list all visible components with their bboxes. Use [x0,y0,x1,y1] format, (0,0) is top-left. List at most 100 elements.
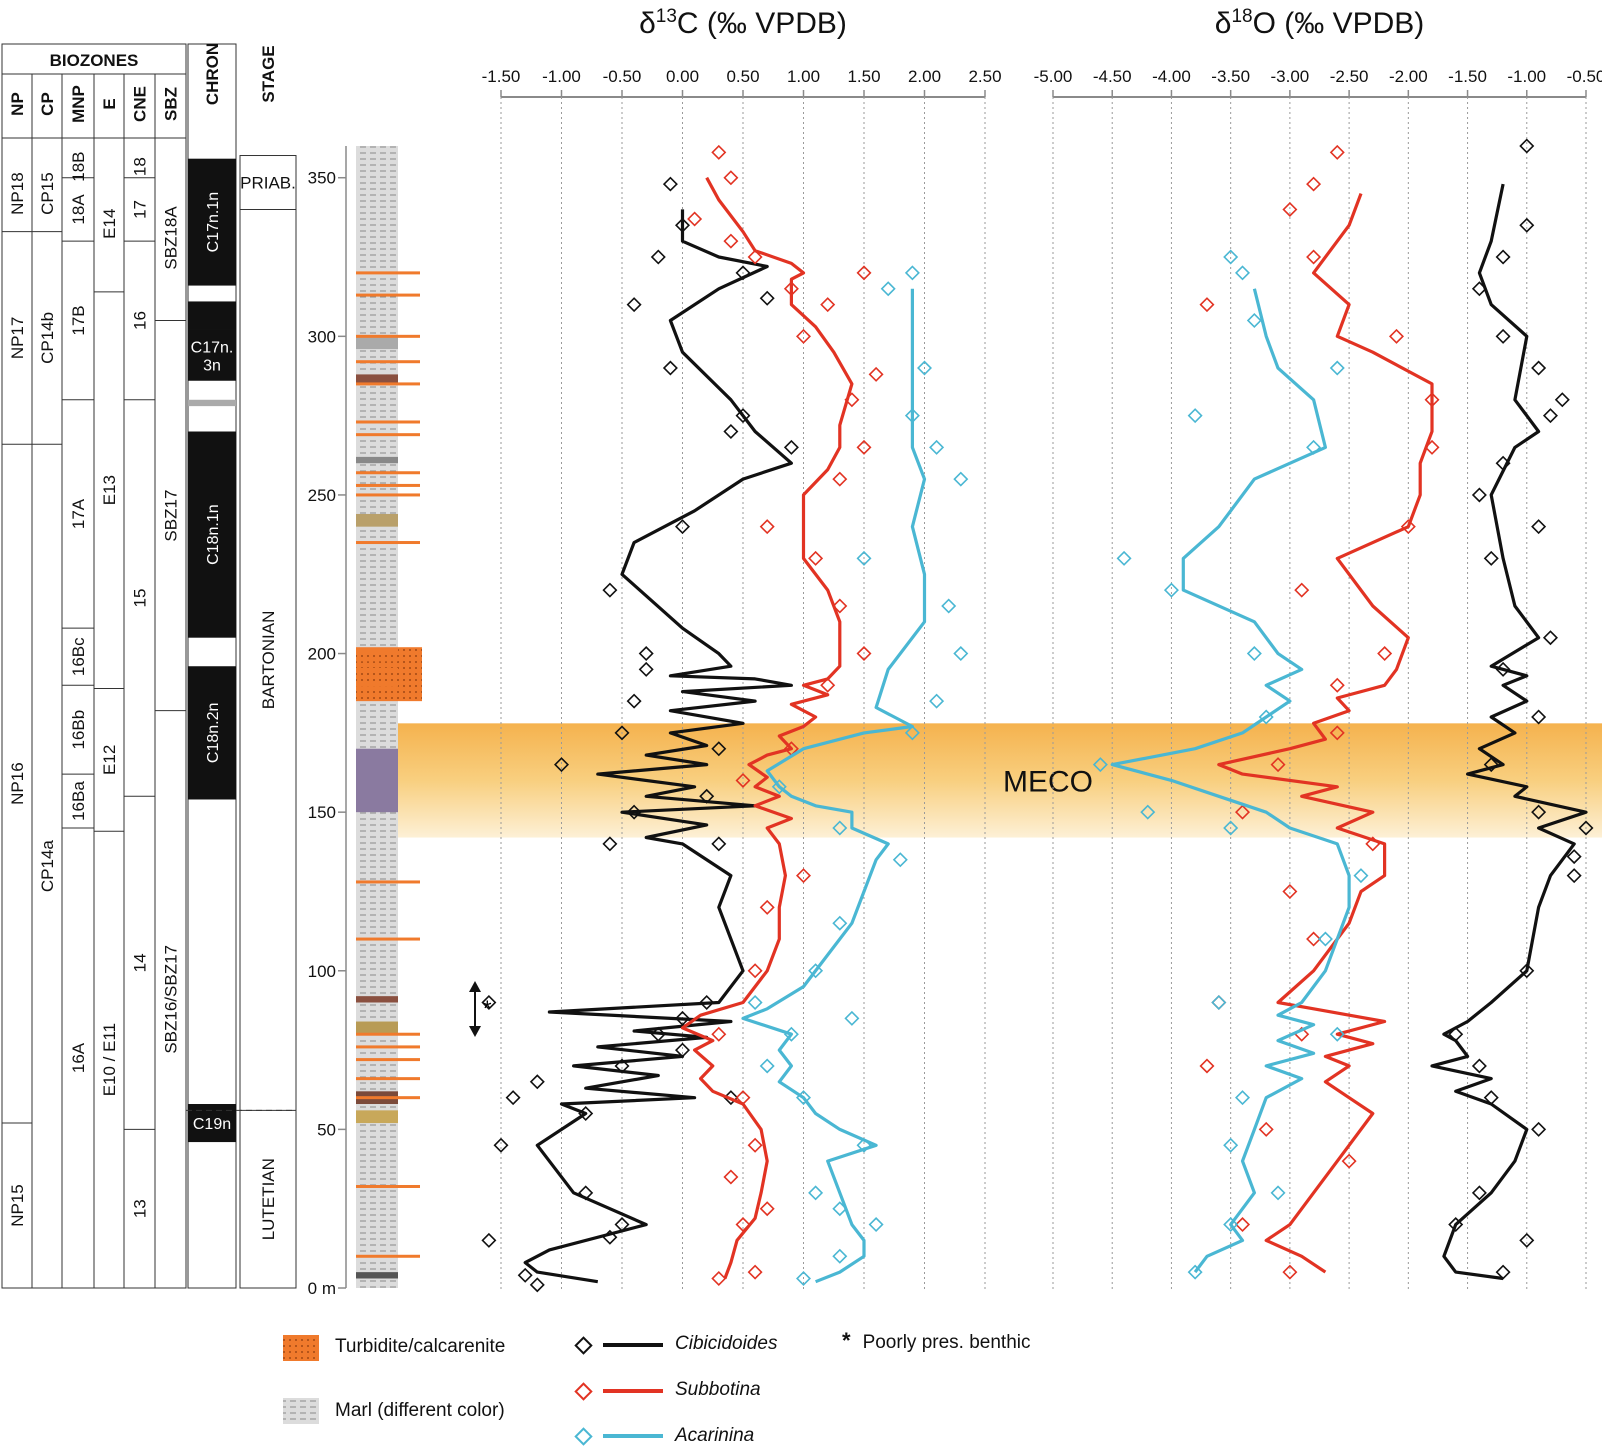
data-point [1140,804,1156,820]
zone-label: 16 [131,311,150,330]
zone-column [1,73,33,1289]
legend-acarinina: Acarinina [675,1425,754,1447]
data-point [1235,1217,1251,1233]
legend-star-symbol: * [842,1328,851,1353]
data-point [1329,144,1345,160]
turbidite-bed [356,471,420,475]
cib-marker-icon [574,1336,593,1355]
data-point [529,1074,545,1090]
chron-bar [188,329,236,381]
data-point [1519,138,1535,154]
data-point [747,1137,763,1153]
data-point [1554,392,1570,408]
data-point [1235,804,1251,820]
data-point [856,439,872,455]
data-point [1531,519,1547,535]
x-tick-label: 1.00 [787,67,820,86]
x-tick-label: -3.00 [1271,67,1310,86]
data-point [699,788,715,804]
data-point [602,836,618,852]
zone-label: CP14b [38,312,57,364]
data-point [1495,328,1511,344]
series-line [1217,193,1434,1274]
data-point [856,265,872,281]
stage-header: STAGE [259,45,278,102]
zone-label: SBZ17 [162,490,181,542]
data-point [711,1026,727,1042]
sub-marker-icon [574,1382,593,1401]
turbidite-bed [356,293,420,297]
bed [356,513,398,527]
series-cibicidoides [1430,138,1594,1281]
data-point [929,693,945,709]
data-point [917,360,932,376]
data-point [856,646,872,662]
turbidite-package [398,647,422,702]
data-point [1306,931,1322,947]
data-point [868,1217,884,1233]
title-units: C (‰ VPDB) [677,7,847,40]
zone-label: 16A [69,1042,88,1073]
depth-axis: 0 m 50 100 150 200 250 300 350 [308,146,347,1298]
x-tick-label: -0.50 [1567,67,1602,86]
zone-label: 15 [131,589,150,608]
data-point [1531,709,1547,725]
data-point [1483,550,1499,566]
data-point [723,1169,739,1185]
turbidite-bed [356,483,420,487]
data-point [1495,1264,1511,1280]
series-line [741,288,927,1284]
data-point [723,170,739,186]
data-point [662,360,678,376]
data-point [904,725,920,741]
data-point [675,1010,690,1026]
legend-star: * Poorly pres. benthic [842,1328,1030,1354]
title-units: O (‰ VPDB) [1253,7,1425,40]
data-point [554,757,569,773]
chron-label: 3n [203,357,221,374]
data-point [1235,265,1251,281]
data-point [638,646,654,662]
chron-label: C18n.2n [205,703,222,764]
y-tick-label: 150 [308,803,336,822]
data-point [832,471,848,487]
arrow-up-icon [469,981,481,992]
series-line [1430,183,1588,1281]
legend-subbotina: Subbotina [675,1379,761,1401]
bed [356,748,398,813]
data-point [1092,757,1108,773]
data-point [856,550,872,566]
data-point [662,176,678,192]
legend-star-text: Poorly pres. benthic [862,1332,1031,1353]
data-point [783,281,799,297]
data-point [711,836,727,852]
data-point [650,1026,666,1042]
data-point [759,899,775,915]
x-tick-label: 2.50 [968,67,1001,86]
zone-label: E10 / E11 [100,1023,119,1096]
data-point [759,290,775,306]
stage-label: BARTONIAN [259,611,278,710]
data-point [1282,883,1298,899]
x-tick-label: 0.00 [666,67,699,86]
x-tick-label: -0.50 [603,67,642,86]
data-point [844,1010,860,1026]
zone-label: SBZ16/SBZ17 [162,945,181,1054]
series-subbotina [1199,144,1440,1280]
data-point [1483,1090,1499,1106]
x-tick-label: -2.00 [1389,67,1428,86]
turbidite-bed [356,1184,420,1188]
turbidite-bed [356,683,420,687]
chron-bar [188,301,236,330]
star-label: * [483,996,492,1021]
data-point [1294,582,1310,598]
x-tick-label: -1.00 [1507,67,1546,86]
y-tick-label: 300 [308,327,336,346]
stage-column [239,155,297,1289]
data-point [1388,328,1404,344]
data-point [1270,1185,1286,1201]
data-point [1223,1137,1239,1153]
data-point [868,366,884,382]
series-line [680,176,854,1280]
data-point [1246,312,1262,328]
